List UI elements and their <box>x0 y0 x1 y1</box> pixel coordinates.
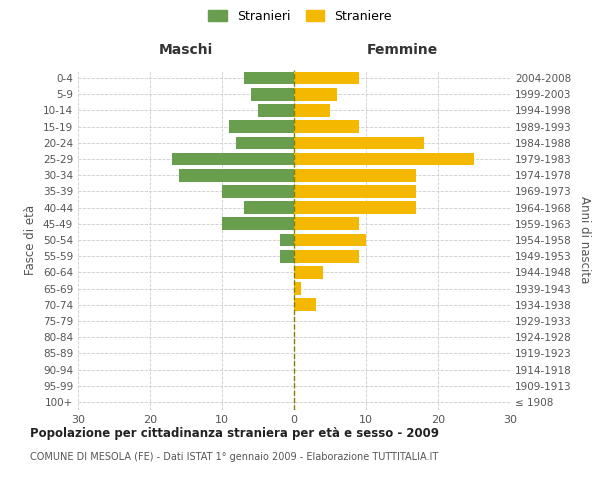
Legend: Stranieri, Straniere: Stranieri, Straniere <box>205 6 395 26</box>
Bar <box>280 250 294 262</box>
Bar <box>244 202 294 214</box>
Bar <box>294 282 301 295</box>
Bar <box>222 185 294 198</box>
Bar <box>294 72 359 85</box>
Text: COMUNE DI MESOLA (FE) - Dati ISTAT 1° gennaio 2009 - Elaborazione TUTTITALIA.IT: COMUNE DI MESOLA (FE) - Dati ISTAT 1° ge… <box>30 452 438 462</box>
Y-axis label: Fasce di età: Fasce di età <box>25 205 37 275</box>
Bar <box>236 136 294 149</box>
Bar <box>294 120 359 133</box>
Bar <box>294 250 359 262</box>
Bar <box>179 169 294 181</box>
Bar <box>294 88 337 101</box>
Bar <box>294 104 330 117</box>
Text: Femmine: Femmine <box>367 44 437 58</box>
Bar <box>172 152 294 166</box>
Bar <box>280 234 294 246</box>
Bar <box>222 218 294 230</box>
Bar <box>294 218 359 230</box>
Bar <box>294 234 366 246</box>
Bar <box>294 266 323 278</box>
Bar <box>294 169 416 181</box>
Bar <box>294 136 424 149</box>
Bar <box>294 202 416 214</box>
Bar <box>294 185 416 198</box>
Bar <box>229 120 294 133</box>
Y-axis label: Anni di nascita: Anni di nascita <box>578 196 591 284</box>
Bar <box>258 104 294 117</box>
Text: Popolazione per cittadinanza straniera per età e sesso - 2009: Popolazione per cittadinanza straniera p… <box>30 428 439 440</box>
Bar <box>294 298 316 311</box>
Text: Maschi: Maschi <box>159 44 213 58</box>
Bar <box>251 88 294 101</box>
Bar <box>244 72 294 85</box>
Bar <box>294 152 474 166</box>
